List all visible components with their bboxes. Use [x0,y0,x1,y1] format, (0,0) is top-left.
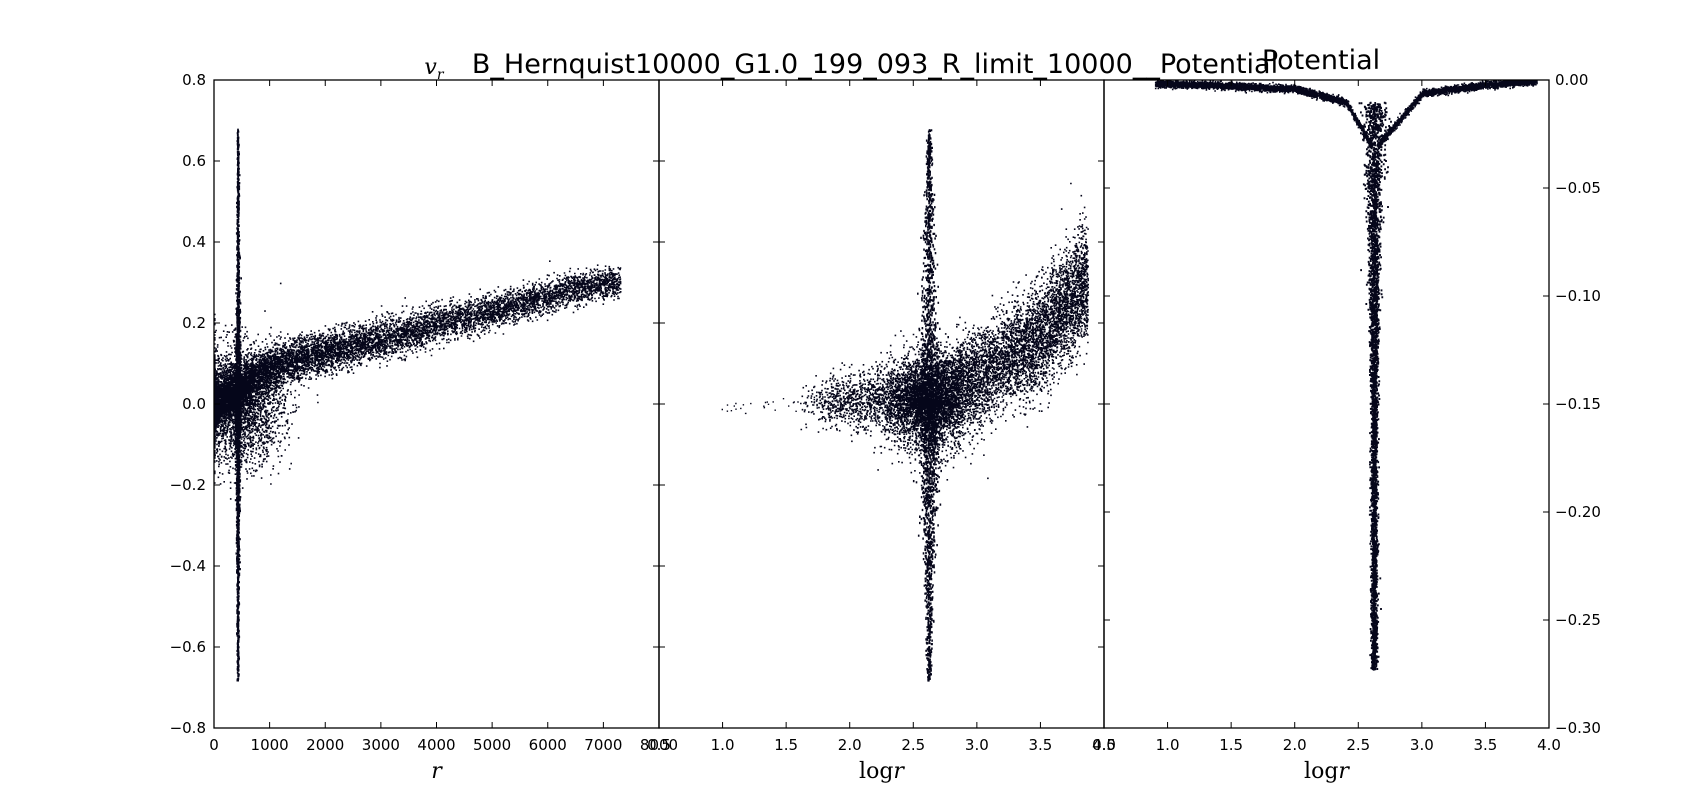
scatter-points-panel-1 [214,128,622,682]
chart-suptitle: B_Hernquist10000_G1.0_199_093_R_limit_10… [472,49,1278,80]
x-tick-label: 7000 [584,736,622,754]
y-tick-label: −0.20 [1555,503,1601,521]
y-tick-label: 0.00 [1555,71,1588,89]
x-tick-label: 2.5 [901,736,925,754]
x-tick-label: 6000 [529,736,567,754]
y-tick-label: −0.4 [170,557,206,575]
x-tick-label: 2000 [306,736,344,754]
y-tick-label: 0.6 [182,152,206,170]
axes-frame [1103,79,1550,729]
x-tick-label: 3.0 [1410,736,1434,754]
y-tick-label: −0.25 [1555,611,1601,629]
x-tick-label: 1.0 [1156,736,1180,754]
x-tick-label: 0.5 [1092,736,1116,754]
x-tick-label: 3000 [362,736,400,754]
x-tick-label: 1.5 [1219,736,1243,754]
panel-2: 0.5 1.0 1.5 2.0 2.5 3.0 3.5 4.0 logr [647,79,1116,784]
scatter-points-panel-3 [1154,80,1538,671]
x-tick-label: 2.5 [1346,736,1370,754]
y-axis-label: vr [424,55,444,83]
scatter-marks [1154,80,1538,671]
x-tick-label: 3.5 [1473,736,1497,754]
x-tick-label: 0.5 [647,736,671,754]
y-tick-label: 0.2 [182,314,206,332]
y-tick-label: −0.6 [170,638,206,656]
x-tick-label: 3.5 [1028,736,1052,754]
x-tick-label: 0 [209,736,219,754]
x-tick-label: 5000 [473,736,511,754]
y-tick-label: −0.30 [1555,719,1601,737]
x-tick-label: 3.0 [965,736,989,754]
y-tick-label: −0.15 [1555,395,1601,413]
x-tick-label: 4.0 [1092,736,1116,754]
x-tick-label: 4000 [417,736,455,754]
x-axis-label: logr [859,759,905,784]
y-tick-label: −0.05 [1555,179,1601,197]
scatter-marks [214,128,622,682]
x-tick-label: 2.0 [1283,736,1307,754]
x-tick-label: 1.0 [711,736,735,754]
x-axis-label: r [431,759,443,784]
x-axis-label: logr [1304,759,1350,784]
y-tick-label: 0.0 [182,395,206,413]
x-tick-label: 2.0 [838,736,862,754]
y-tick-label: −0.2 [170,476,206,494]
panel-1: 0 1000 2000 3000 4000 5000 6000 7000 8000 −0.8 −0.… [170,55,679,784]
x-tick-label: 8000 [640,736,678,754]
x-tick-label: 4.0 [1537,736,1561,754]
panel-3: 0.5 1.0 1.5 2.0 2.5 3.0 3.5 4.0−0.30−0.25−0.20−… [1092,45,1601,784]
x-tick-label: 1000 [251,736,289,754]
y-tick-label: 0.8 [182,71,206,89]
x-tick-label: 1.5 [774,736,798,754]
panel-title: Potential [1262,45,1380,76]
scatter-points-panel-2 [721,129,1090,682]
y-tick-label: −0.10 [1555,287,1601,305]
y-tick-label: 0.4 [182,233,206,251]
y-tick-label: −0.8 [170,719,206,737]
scatter-marks [721,129,1090,682]
